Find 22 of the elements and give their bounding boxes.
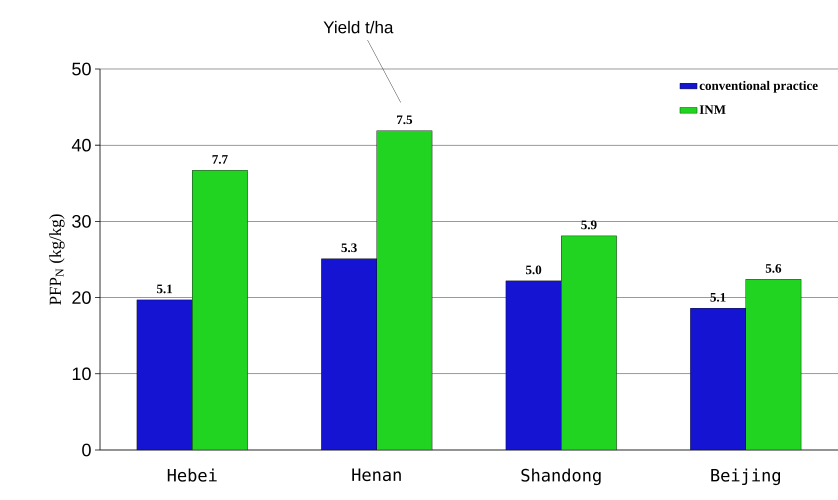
x-tick-label: Shandong	[521, 468, 601, 486]
x-tick-label: Beijing	[711, 468, 780, 486]
text: Yield t/ha	[324, 20, 394, 34]
x-tick-label: Henan	[352, 468, 401, 482]
annotation: 7.5	[397, 115, 412, 124]
annotation: 5.9	[581, 220, 597, 230]
annotation: 5.6	[766, 264, 782, 273]
y-tick-label: 40	[72, 138, 91, 152]
y-tick-label: 10	[72, 367, 91, 380]
x-tick-label: Hebei	[168, 468, 217, 482]
y-tick-label: 50	[72, 62, 91, 76]
annotation: 5.1	[710, 292, 726, 302]
y-tick-label: 0	[82, 444, 91, 456]
annotation: 7.7	[212, 155, 228, 164]
legend-label: conventional practice	[700, 80, 818, 93]
y-axis-title: PFP$_{N}$ (kg/kg)	[49, 214, 65, 305]
y-tick-label: 30	[72, 215, 91, 228]
y-tick-label: 20	[72, 291, 91, 304]
legend-label: INM	[700, 105, 726, 114]
annotation: 5.0	[526, 265, 542, 274]
annotation: 5.1	[156, 284, 172, 294]
annotation: 5.3	[341, 243, 357, 252]
